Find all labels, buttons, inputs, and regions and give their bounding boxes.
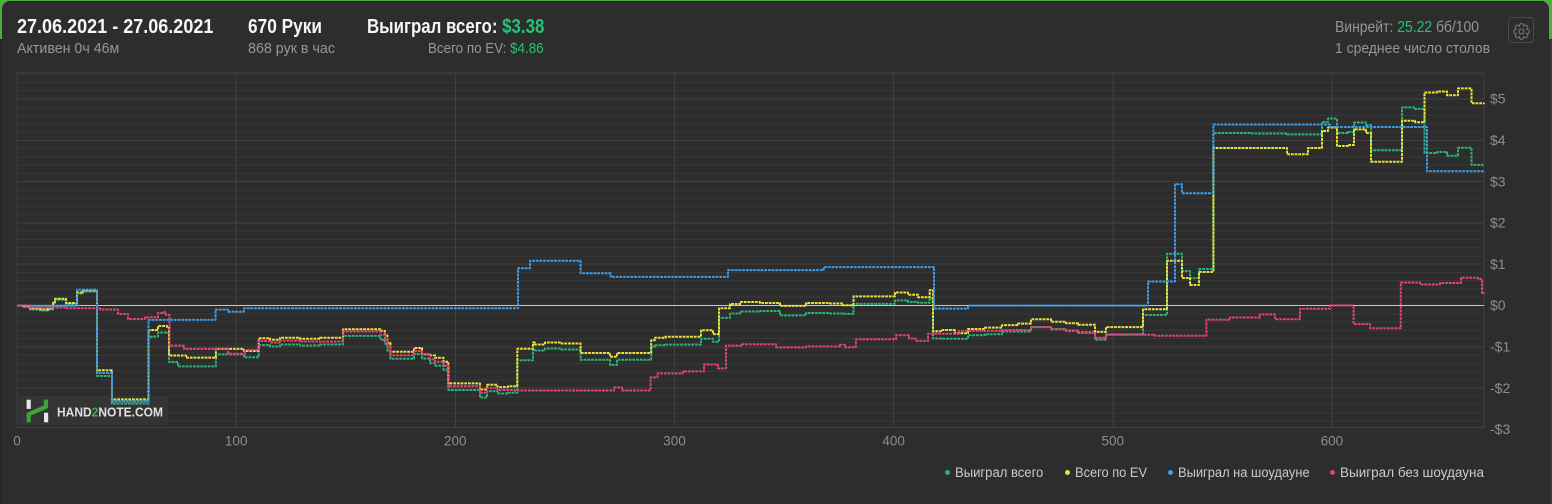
svg-text:HAND2NOTE.COM: HAND2NOTE.COM <box>57 405 163 420</box>
svg-text:300: 300 <box>663 434 686 449</box>
svg-text:$2: $2 <box>1490 215 1506 231</box>
svg-text:-$3: -$3 <box>1490 421 1510 437</box>
svg-text:$4: $4 <box>1490 132 1506 148</box>
svg-text:-$2: -$2 <box>1490 380 1510 396</box>
svg-text:0: 0 <box>13 434 21 449</box>
svg-text:$1: $1 <box>1490 256 1506 272</box>
svg-text:$0: $0 <box>1490 297 1506 313</box>
svg-text:$5: $5 <box>1490 91 1506 107</box>
svg-text:$3: $3 <box>1490 173 1506 189</box>
svg-text:100: 100 <box>225 434 248 449</box>
svg-text:600: 600 <box>1321 434 1344 449</box>
svg-text:-$1: -$1 <box>1490 339 1510 355</box>
svg-text:200: 200 <box>444 434 467 449</box>
svg-text:500: 500 <box>1102 434 1125 449</box>
svg-text:400: 400 <box>882 434 905 449</box>
